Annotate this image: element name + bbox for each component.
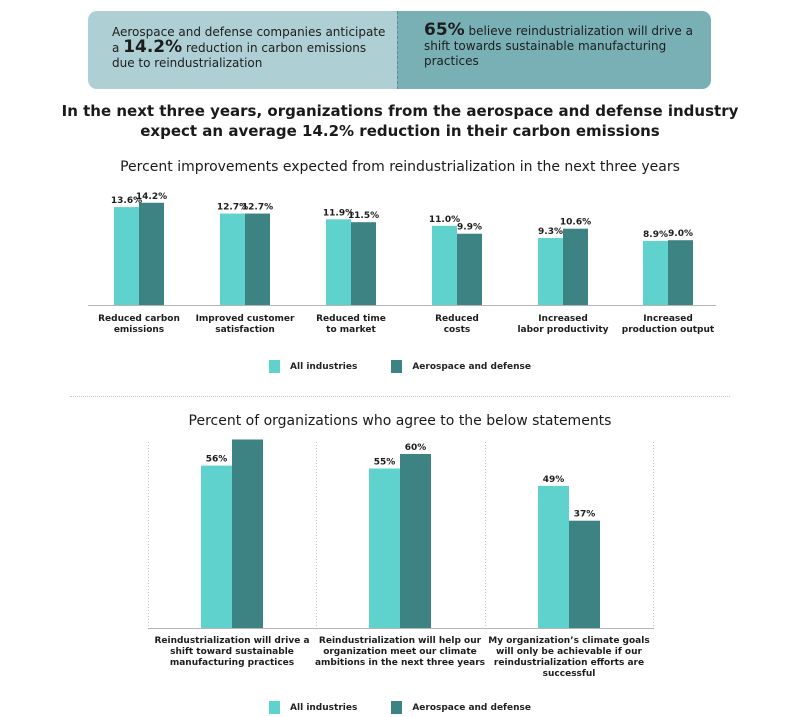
legend2-item-ad: Aerospace and defense bbox=[391, 701, 531, 714]
stat-carbon-value: 14.2% bbox=[123, 37, 183, 57]
chart1-value-ad-3: 9.9% bbox=[457, 223, 482, 233]
chart1-value-ad-4: 10.6% bbox=[560, 218, 591, 228]
chart1-category-label-3-0: Reduced bbox=[435, 314, 479, 324]
chart1-bar-all-0 bbox=[114, 207, 139, 305]
chart1-value-ad-1: 12.7% bbox=[242, 203, 273, 213]
legend1-swatch-all bbox=[269, 360, 281, 373]
chart2-value-ad-2: 37% bbox=[574, 510, 596, 520]
chart1-bar-all-5 bbox=[643, 240, 668, 305]
stat-carbon-reduction: Aerospace and defense companies anticipa… bbox=[88, 11, 397, 89]
chart1-category-label-5-1: production output bbox=[622, 325, 715, 335]
chart1-bar-all-1 bbox=[220, 213, 245, 305]
stat-carbon-post: reduction in carbon emissions due to rei… bbox=[112, 41, 367, 70]
chart2-value-all-1: 55% bbox=[374, 458, 396, 468]
stat-shift-text: believe reindustrialization will drive a… bbox=[424, 24, 693, 68]
legend1-swatch-ad bbox=[391, 360, 403, 373]
chart1-bar-ad-5 bbox=[668, 240, 693, 305]
chart2-category-label-2-0: My organization’s climate goals bbox=[488, 636, 649, 646]
chart1-value-all-0: 13.6% bbox=[111, 196, 142, 206]
chart1-value-all-5: 8.9% bbox=[643, 230, 668, 240]
chart1-category-label-5-0: Increased bbox=[643, 314, 693, 324]
legend1-item-ad: Aerospace and defense bbox=[391, 360, 531, 373]
legend2-swatch-all bbox=[269, 701, 281, 714]
chart1-bar-ad-2 bbox=[351, 222, 376, 305]
stat-shift-value: 65% bbox=[424, 20, 465, 40]
chart2-category-label-2-1: will only be achievable if our bbox=[496, 647, 642, 657]
legend2-item-all: All industries bbox=[269, 701, 357, 714]
chart1-category-label-1-0: Improved customer bbox=[196, 314, 295, 324]
chart1-bar-all-4 bbox=[538, 238, 563, 305]
chart1-category-label-4-0: Increased bbox=[538, 314, 588, 324]
chart1-value-ad-0: 14.2% bbox=[136, 192, 167, 202]
headline: In the next three years, organizations f… bbox=[61, 102, 739, 140]
chart1-category-label-0-1: emissions bbox=[114, 325, 164, 335]
chart2-value-ad-0: 65% bbox=[237, 438, 259, 439]
chart1-category-label-3-1: costs bbox=[444, 325, 471, 335]
chart2-bar-all-2 bbox=[538, 485, 569, 628]
chart1-value-all-1: 12.7% bbox=[217, 203, 248, 213]
chart1-value-ad-2: 11.5% bbox=[348, 211, 379, 221]
chart2-title: Percent of organizations who agree to th… bbox=[188, 413, 612, 429]
chart1-bar-ad-3 bbox=[457, 233, 482, 305]
chart2-legend: All industries Aerospace and defense bbox=[0, 701, 800, 714]
chart2-category-label-0-0: Reindustrialization will drive a bbox=[154, 636, 309, 646]
legend2-label-all: All industries bbox=[290, 702, 358, 713]
chart2-value-ad-1: 60% bbox=[405, 443, 427, 453]
chart2-bar-ad-0 bbox=[232, 439, 263, 628]
chart2-value-all-0: 56% bbox=[206, 455, 228, 465]
chart1-bar-ad-4 bbox=[563, 228, 588, 305]
chart2-category-label-2-3: successful bbox=[543, 669, 596, 679]
chart2-category-label-1-0: Reindustrialization will help our bbox=[319, 636, 482, 646]
chart1-legend: All industries Aerospace and defense bbox=[0, 360, 800, 373]
chart2-category-label-1-1: organization meet our climate bbox=[323, 647, 477, 657]
legend2-swatch-ad bbox=[391, 701, 403, 714]
chart2-bar-ad-2 bbox=[569, 520, 600, 628]
section-divider bbox=[70, 396, 730, 397]
legend1-label-ad: Aerospace and defense bbox=[412, 361, 531, 372]
chart1-category-label-2-1: to market bbox=[326, 325, 376, 335]
chart1-bar-all-2 bbox=[326, 219, 351, 305]
chart1-title: Percent improvements expected from reind… bbox=[120, 159, 680, 175]
stat-sustainable-shift: 65% believe reindustrialization will dri… bbox=[397, 11, 711, 89]
chart1-value-ad-5: 9.0% bbox=[668, 229, 693, 239]
chart1-value-all-3: 11.0% bbox=[429, 215, 460, 225]
chart2-agreement: 56% 65% Reindustrialization will drive ash… bbox=[148, 438, 654, 679]
chart2-bar-all-1 bbox=[369, 468, 400, 628]
legend2-label-ad: Aerospace and defense bbox=[412, 702, 531, 713]
chart1-bar-ad-0 bbox=[139, 202, 164, 305]
chart1-category-label-2-0: Reduced time bbox=[316, 314, 386, 324]
chart2-category-label-0-2: manufacturing practices bbox=[170, 658, 294, 668]
chart1-bar-all-3 bbox=[432, 225, 457, 305]
chart2-category-label-2-2: reindustrialization efforts are bbox=[494, 658, 644, 668]
chart1-value-all-4: 9.3% bbox=[538, 227, 563, 237]
chart2-bar-all-0 bbox=[201, 465, 232, 628]
chart1-category-label-0-0: Reduced carbon bbox=[98, 314, 180, 324]
chart1-category-label-1-1: satisfaction bbox=[215, 325, 274, 335]
key-stats-banner: Aerospace and defense companies anticipa… bbox=[88, 11, 711, 89]
chart1-bar-ad-1 bbox=[245, 213, 270, 305]
chart1-category-label-4-1: labor productivity bbox=[517, 325, 608, 335]
chart1-value-all-2: 11.9% bbox=[323, 208, 354, 218]
stat-carbon-pre: Aerospace and defense companies anticipa… bbox=[112, 25, 386, 55]
legend1-label-all: All industries bbox=[290, 361, 358, 372]
legend1-item-all: All industries bbox=[269, 360, 357, 373]
chart2-bar-ad-1 bbox=[400, 454, 431, 628]
chart2-category-label-0-1: shift toward sustainable bbox=[170, 647, 294, 657]
chart2-category-label-1-2: ambitions in the next three years bbox=[315, 658, 485, 668]
chart2-value-all-2: 49% bbox=[543, 475, 565, 485]
